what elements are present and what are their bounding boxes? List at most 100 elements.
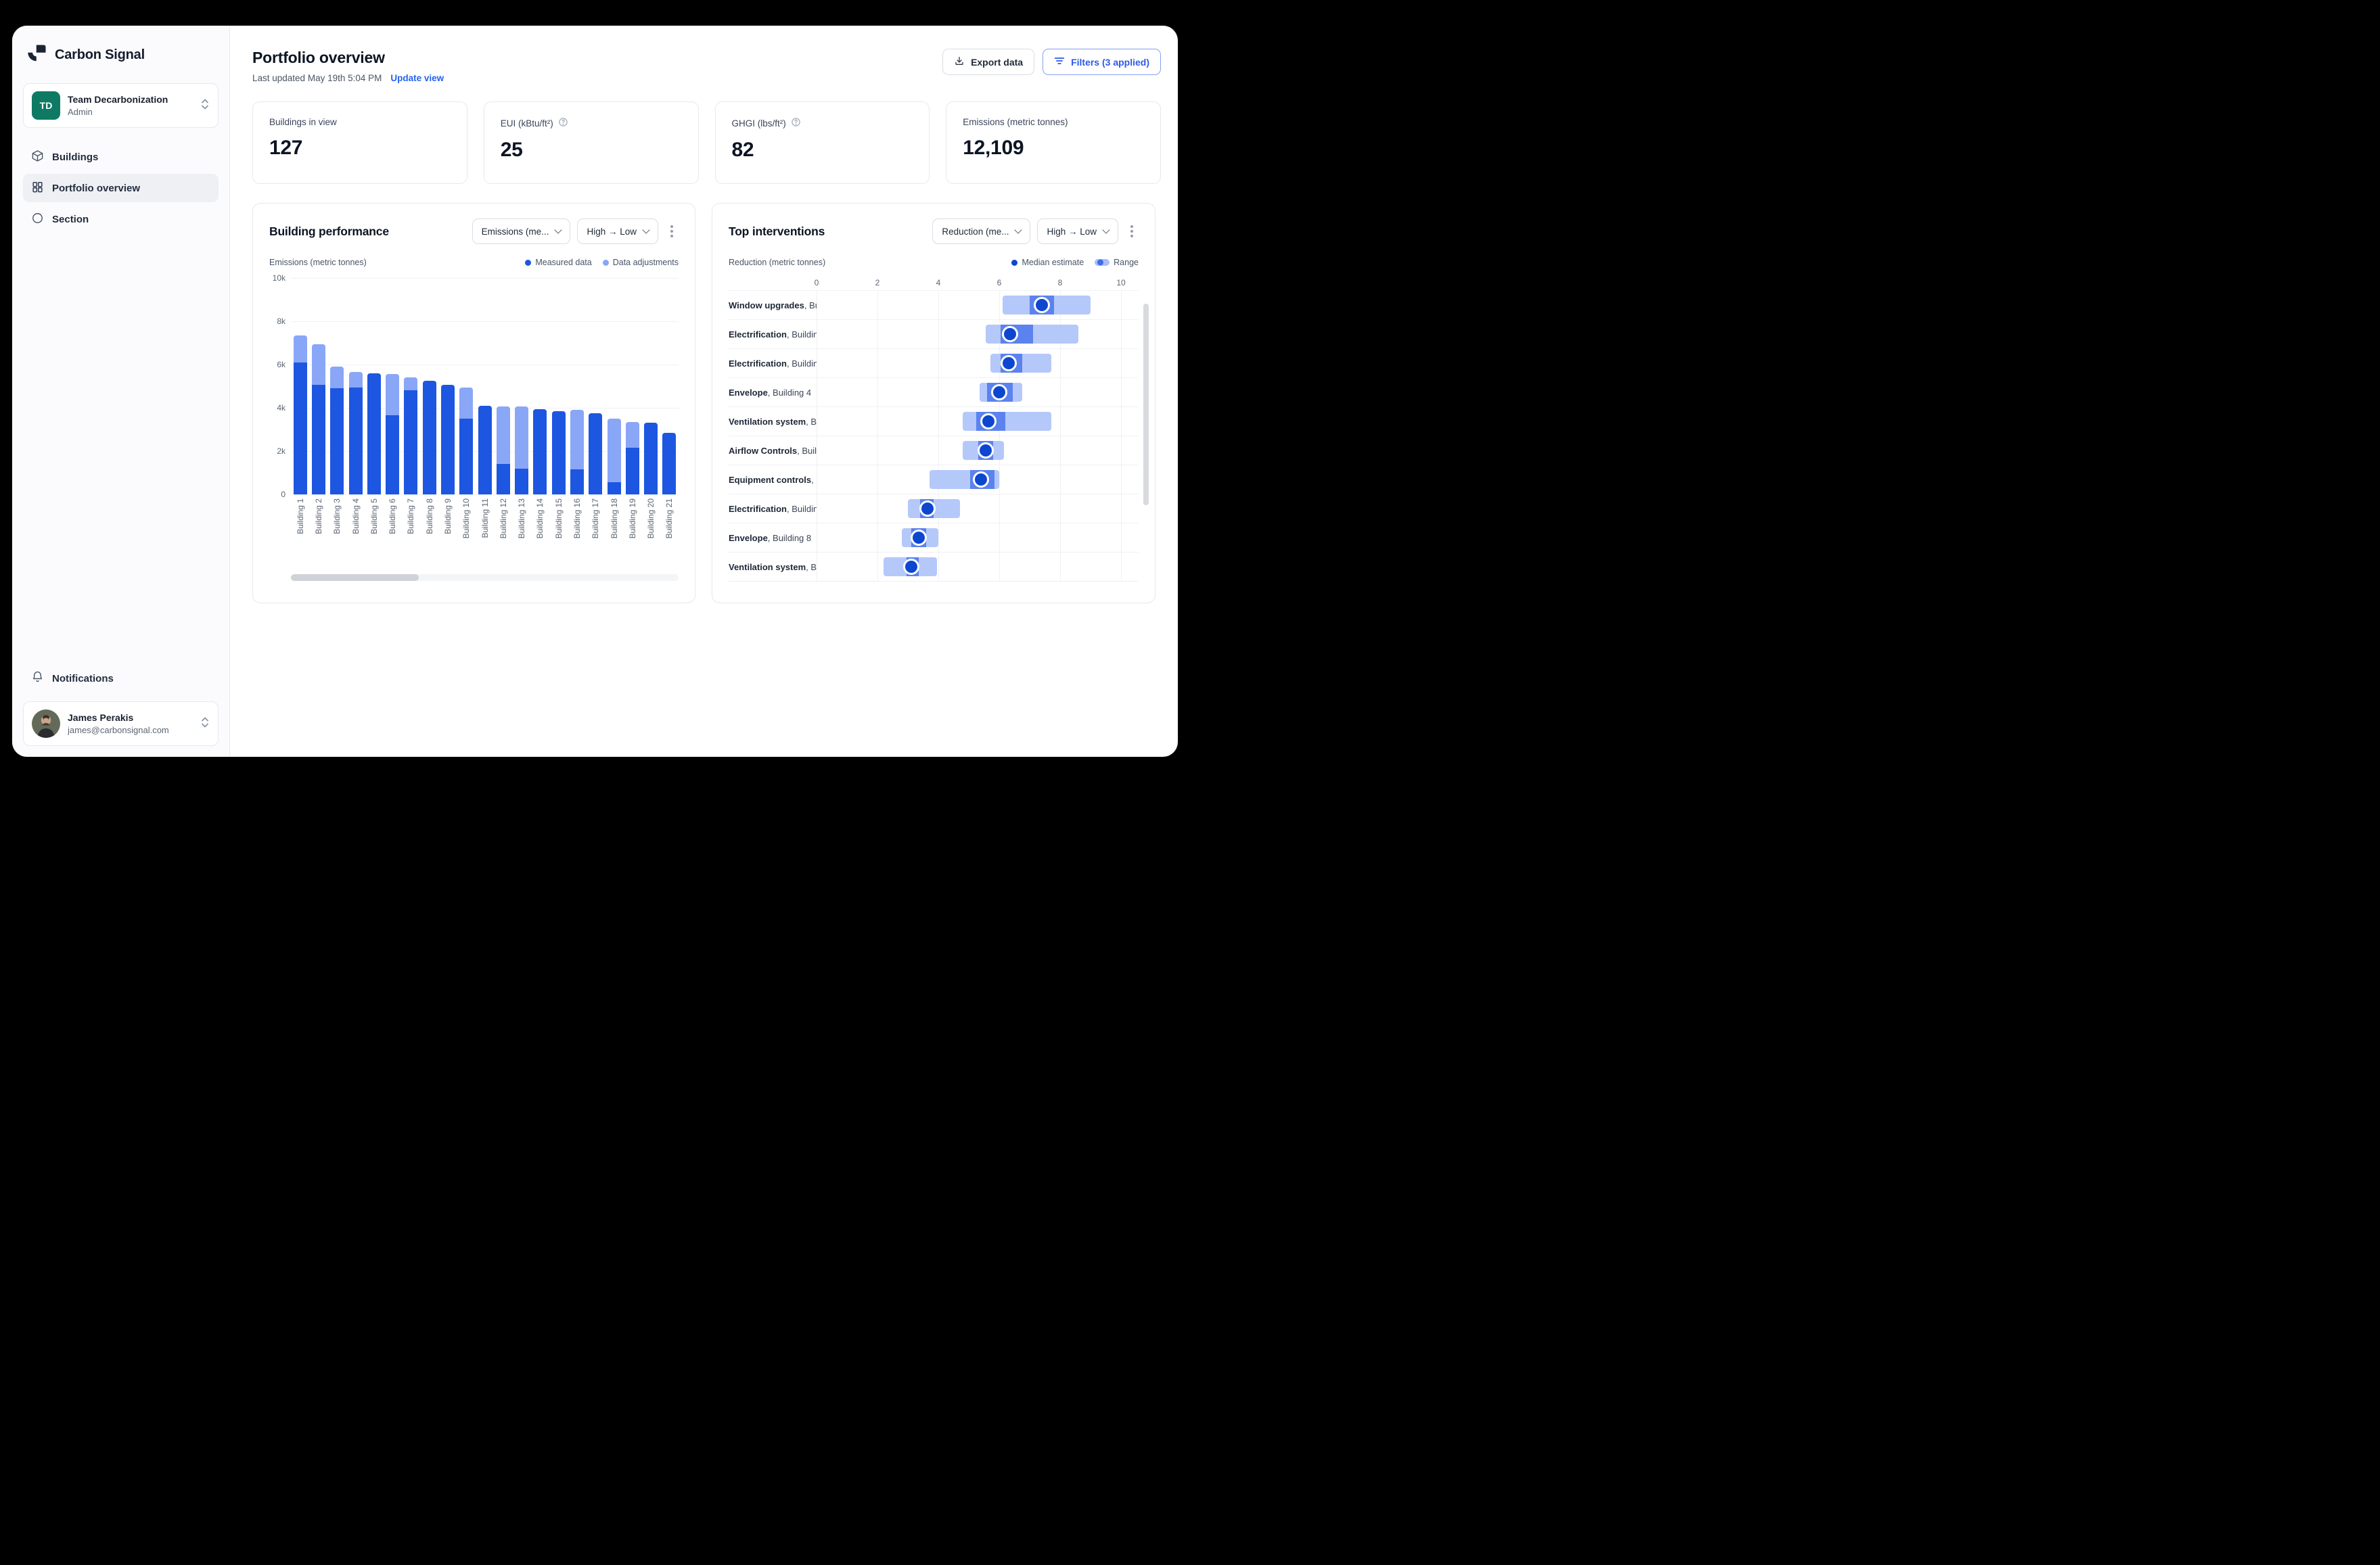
sort-dropdown[interactable]: High → Low [1037,218,1118,244]
scrollbar-thumb[interactable] [291,574,419,581]
bar-building-2 [311,344,325,494]
median-dot [973,471,989,488]
stats-row: Buildings in view 127 EUI (kBtu/ft²) 25 … [252,101,1161,184]
intervention-row[interactable]: Airflow Controls, Build... [729,436,1139,465]
x-tick-label: Building 21 [664,498,674,539]
more-options-button[interactable] [665,221,679,241]
help-icon[interactable] [558,117,568,129]
intervention-label: Electrification, Buildin... [729,329,817,340]
bar-building-10 [459,387,474,494]
bar-building-3 [330,367,344,494]
legend-adjustments: Data adjustments [602,258,679,267]
sort-dropdown[interactable]: High → Low [577,218,658,244]
stat-card-ghgi: GHGI (lbs/ft²) 82 [714,101,930,184]
intervention-label: Ventilation system, B... [729,561,817,572]
intervention-label: Ventilation system, Bu... [729,416,817,427]
bar-building-15 [551,411,566,494]
intervention-row[interactable]: Equipment controls, B... [729,465,1139,494]
y-tick-label: 0 [281,490,285,499]
team-role: Admin [68,107,93,117]
bar-building-1 [293,335,307,494]
panel-title: Top interventions [729,224,825,238]
metric-dropdown[interactable]: Reduction (me... [932,218,1031,244]
x-tick-label: Building 11 [480,498,490,538]
intervention-row[interactable]: Envelope, Building 8 [729,523,1139,553]
intervention-label: Window upgrades, Bui... [729,300,817,310]
notifications-button[interactable]: Notifications [23,665,219,692]
legend-range: Range [1095,258,1139,267]
grid-icon [31,181,44,196]
bar-building-12 [496,406,510,494]
more-options-button[interactable] [1125,221,1139,241]
median-dot [980,413,997,429]
download-icon [954,55,965,68]
filters-button[interactable]: Filters (3 applied) [1043,49,1161,75]
chevron-updown-icon [200,716,210,732]
sidebar-item-section[interactable]: Section [23,205,219,233]
intervention-row[interactable]: Ventilation system, B... [729,553,1139,582]
y-tick-label: 4k [277,403,285,413]
last-updated: Last updated May 19th 5:04 PM [252,73,382,83]
x-tick-label: 10 [1116,278,1126,287]
intervention-row[interactable]: Electrification, Buildin... [729,494,1139,523]
bar-building-16 [570,410,584,494]
notifications-label: Notifications [52,673,114,684]
median-dot [919,500,936,517]
x-tick-label: Building 5 [369,498,379,534]
brand-name: Carbon Signal [55,47,145,62]
intervention-label: Airflow Controls, Build... [729,445,817,456]
intervention-row[interactable]: Envelope, Building 4 [729,378,1139,407]
help-icon[interactable] [791,117,801,129]
user-name: James Perakis [68,712,134,723]
chevron-down-icon [642,226,650,234]
y-tick-label: 10k [272,273,285,283]
bar-building-21 [662,432,677,494]
export-data-button[interactable]: Export data [942,49,1035,75]
chevron-updown-icon [200,98,210,114]
intervention-label: Electrification, Buildin... [729,358,817,369]
bar-building-4 [348,372,363,494]
main-content: Portfolio overview Last updated May 19th… [230,26,1178,757]
panel-title: Building performance [269,224,389,238]
circle-icon [31,212,44,227]
x-tick-label: Building 10 [461,498,472,539]
bar-building-8 [422,381,436,494]
chevron-down-icon [554,226,563,234]
x-tick-label: Building 17 [591,498,601,539]
median-dot [902,559,919,575]
sidebar-item-buildings[interactable]: Buildings [23,143,219,171]
sidebar-nav: Buildings Portfolio overview Section [23,143,219,233]
bar-building-11 [478,405,492,494]
team-switcher[interactable]: TD Team Decarbonization Admin [23,83,219,128]
page-title: Portfolio overview [252,49,385,66]
horizontal-scrollbar[interactable] [291,574,679,581]
x-tick-label: Building 9 [442,498,453,534]
bar-building-5 [367,373,381,494]
metric-dropdown[interactable]: Emissions (me... [472,218,571,244]
gridline [291,278,679,279]
intervention-label: Equipment controls, B... [729,474,817,485]
x-tick-label: Building 16 [572,498,582,539]
vertical-scrollbar-thumb[interactable] [1143,304,1149,505]
stat-card-buildings: Buildings in view 127 [252,101,467,184]
gridline [291,494,679,495]
x-tick-label: Building 19 [627,498,637,539]
brand: Carbon Signal [23,38,219,67]
sidebar-item-portfolio-overview[interactable]: Portfolio overview [23,174,219,202]
stat-value: 82 [731,139,754,161]
x-tick-label: Building 7 [406,498,416,534]
user-menu[interactable]: James Perakis james@carbonsignal.com [23,701,219,746]
bar-building-6 [386,374,400,494]
x-tick-label: Building 13 [517,498,527,539]
sidebar: Carbon Signal TD Team Decarbonization Ad… [12,26,230,757]
bar-building-20 [644,423,658,494]
y-tick-label: 6k [277,360,285,369]
intervention-row[interactable]: Ventilation system, Bu... [729,407,1139,436]
update-view-link[interactable]: Update view [390,73,444,83]
team-avatar: TD [32,91,60,120]
intervention-row[interactable]: Electrification, Buildin... [729,349,1139,378]
x-tick-label: Building 6 [388,498,398,534]
intervention-row[interactable]: Window upgrades, Bui... [729,291,1139,320]
intervention-row[interactable]: Electrification, Buildin... [729,320,1139,349]
intervention-label: Envelope, Building 8 [729,532,812,543]
